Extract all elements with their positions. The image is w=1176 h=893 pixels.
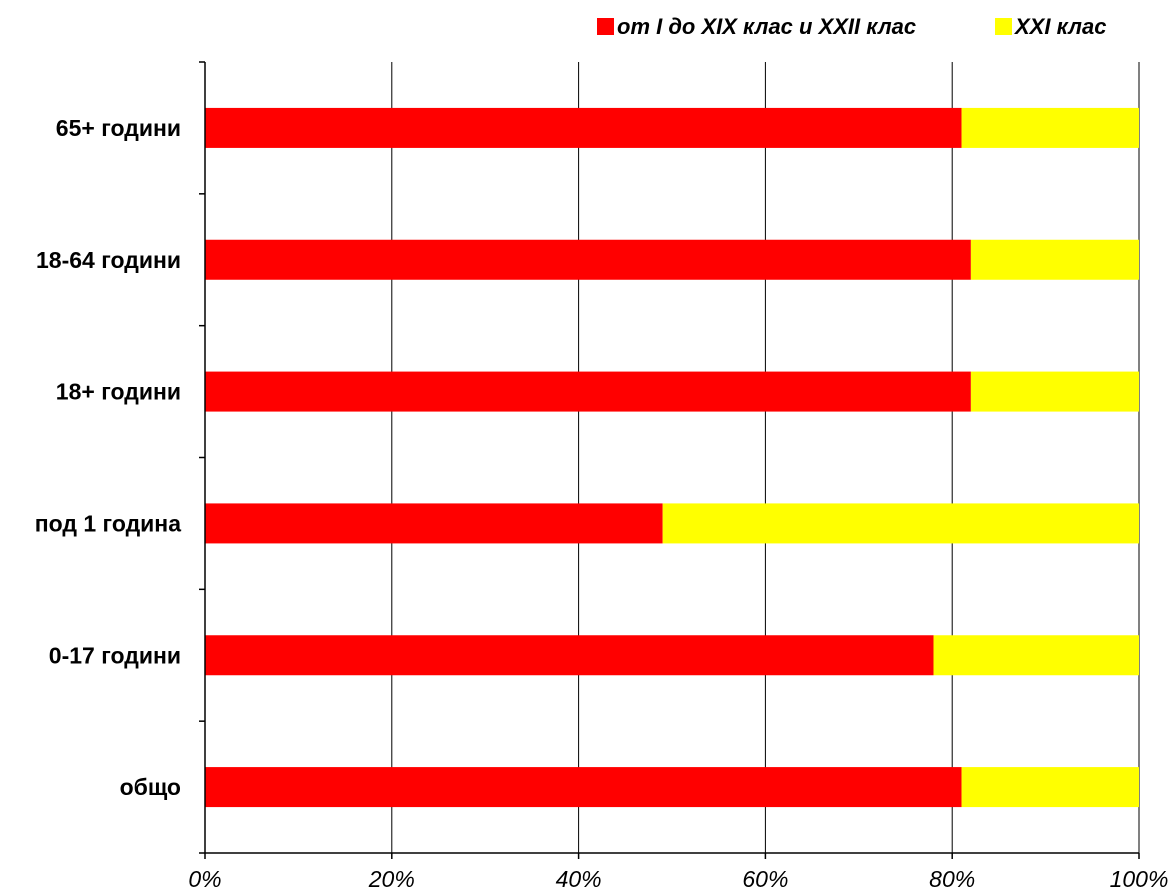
bars	[205, 107, 1139, 808]
legend-swatch-1	[597, 18, 614, 35]
category-labels: 65+ години 18-64 години 18+ години под 1 го…	[35, 115, 181, 800]
x-tick-label-60: 60%	[742, 866, 788, 892]
axes	[199, 61, 1140, 859]
bar-1-65-години	[205, 107, 962, 148]
category-label-1: 65+ години	[56, 115, 181, 141]
x-tick-label-0: 0%	[188, 866, 221, 892]
legend: от I до XIX клас и XXII клас XXI клас	[597, 14, 1106, 39]
category-label-6: общо	[120, 774, 181, 800]
legend-label-1: от I до XIX клас и XXII клас	[617, 14, 916, 39]
bar-1-18-64-години	[205, 239, 971, 280]
bar-1-18-години	[205, 371, 971, 412]
bar-2-0-17-години	[933, 635, 1139, 676]
bar-2-65-години	[961, 107, 1139, 148]
category-label-2: 18-64 години	[36, 247, 181, 273]
bar-2-18-64-години	[970, 239, 1139, 280]
category-label-4: под 1 година	[35, 510, 181, 536]
x-tick-label-80: 80%	[929, 866, 975, 892]
x-tick-label-40: 40%	[556, 866, 602, 892]
category-label-3: 18+ години	[56, 379, 181, 405]
grid-lines	[391, 62, 1140, 853]
bar-1-0-17-години	[205, 635, 934, 676]
bar-2-общо	[961, 767, 1139, 808]
bar-1-общо	[205, 767, 962, 808]
x-tick-label-100: 100%	[1110, 866, 1169, 892]
bar-2-под-1-година	[662, 503, 1139, 544]
bar-2-18-години	[970, 371, 1139, 412]
category-label-5: 0-17 години	[49, 642, 181, 668]
bar-1-под-1-година	[205, 503, 663, 544]
x-tick-labels: 0% 20% 40% 60% 80% 100%	[188, 866, 1168, 892]
legend-label-2: XXI клас	[1013, 14, 1106, 39]
legend-swatch-2	[995, 18, 1012, 35]
x-tick-label-20: 20%	[368, 866, 415, 892]
